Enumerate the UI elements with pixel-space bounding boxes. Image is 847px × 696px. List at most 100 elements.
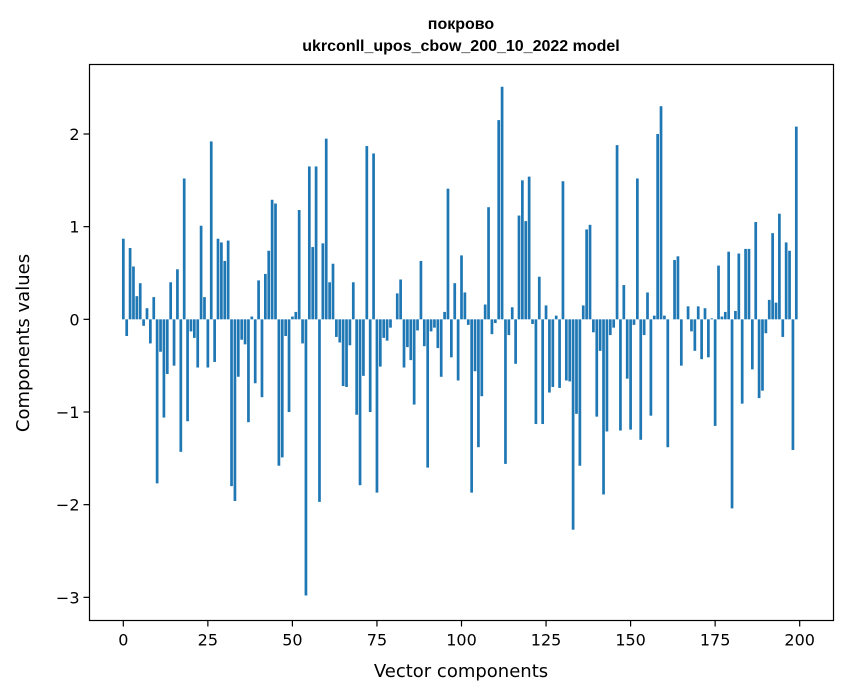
y-tick-label: 1 [69,218,79,237]
bar-component-72 [365,146,369,320]
bar-component-8 [149,319,152,344]
bar-component-152 [636,178,639,320]
bar-component-64 [338,319,342,343]
bar-component-156 [649,319,653,416]
bar-component-178 [723,311,727,320]
bar-component-54 [304,319,308,596]
bar-component-7 [145,308,149,320]
bar-component-131 [564,319,568,381]
bar-component-148 [622,285,626,320]
bar-component-87 [416,319,419,331]
bar-component-103 [470,319,473,493]
bar-component-142 [602,319,605,495]
bar-component-61 [328,282,331,320]
bar-component-144 [608,319,612,336]
bar-component-157 [652,315,656,320]
bar-component-134 [575,319,578,414]
bar-component-52 [297,209,301,320]
bar-component-0 [121,238,125,320]
bar-component-92 [433,319,436,328]
bar-component-41 [260,319,264,398]
y-tick-label: 0 [69,310,79,329]
bar-component-104 [473,319,477,372]
bar-component-31 [226,240,230,320]
bar-component-170 [696,306,700,320]
bar-component-125 [544,305,548,320]
bar-component-88 [419,260,423,320]
bar-component-19 [186,319,189,422]
bar-component-21 [192,319,196,338]
bar-component-136 [581,305,585,320]
bar-component-191 [767,299,771,320]
bar-component-106 [480,319,484,397]
bar-component-5 [138,283,142,320]
bar-component-24 [203,297,206,320]
bar-component-146 [615,145,619,320]
bar-component-25 [206,319,210,368]
bar-component-128 [554,315,558,320]
bar-component-119 [524,221,528,320]
bar-component-193 [774,302,778,320]
bar-component-66 [345,319,348,387]
bar-component-30 [223,260,227,320]
bar-component-71 [362,319,365,376]
bar-component-18 [182,178,186,320]
bar-component-38 [250,316,254,320]
x-tick-label: 0 [118,631,128,650]
plot-area-frame [88,63,835,622]
bar-component-141 [598,319,602,351]
bar-component-77 [382,319,386,338]
bar-component-133 [571,319,575,530]
bar-component-98 [453,283,457,320]
bar-component-105 [477,319,480,448]
bar-component-187 [754,222,758,320]
bar-component-124 [541,319,545,425]
y-axis-label: Components values [13,254,34,432]
bar-component-36 [243,319,247,345]
bar-component-132 [568,319,572,382]
bar-component-107 [483,304,487,320]
bar-component-3 [132,266,135,320]
x-tick-label: 25 [198,631,218,650]
bar-component-29 [220,242,223,320]
bar-component-11 [159,319,162,352]
bar-component-56 [311,247,315,320]
bar-component-12 [162,319,166,418]
bar-component-164 [676,256,680,320]
bar-component-63 [335,319,338,337]
y-tick-label: −2 [56,496,80,515]
bar-component-48 [284,319,287,337]
bar-component-17 [179,319,183,452]
bar-component-86 [412,319,416,405]
bar-component-47 [280,319,284,458]
bar-component-67 [348,319,352,346]
bar-component-154 [642,319,646,336]
y-tick-label: −3 [56,588,80,607]
bar-component-183 [740,319,744,404]
bar-component-173 [707,319,710,358]
bar-component-50 [291,316,294,320]
bar-component-198 [791,319,795,450]
bar-component-57 [314,166,318,320]
bar-component-97 [450,319,453,358]
bar-component-130 [561,181,565,320]
bar-component-159 [659,106,663,320]
bar-component-39 [253,319,257,384]
bar-component-44 [270,199,274,320]
bar-component-114 [507,319,511,336]
bar-component-169 [693,319,697,351]
bar-component-79 [389,319,392,328]
bar-component-100 [460,255,463,320]
bar-component-171 [700,319,703,360]
bar-component-153 [639,319,643,440]
bar-component-91 [429,319,433,332]
bar-component-84 [406,319,409,348]
bar-component-109 [490,319,494,335]
bar-component-129 [558,319,561,388]
bar-component-110 [493,319,497,324]
bar-component-172 [703,308,707,320]
bar-component-6 [142,319,145,326]
bar-component-89 [422,319,426,347]
bar-component-95 [443,311,446,320]
